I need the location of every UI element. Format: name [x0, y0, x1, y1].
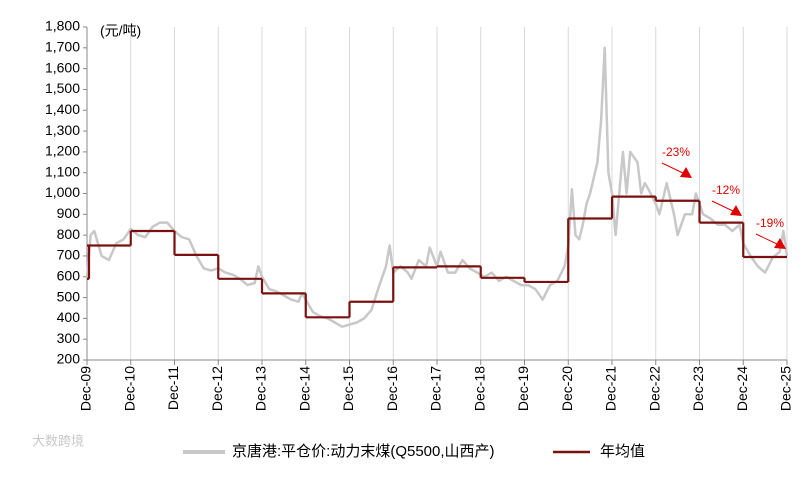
annotation-arrow: [755, 233, 780, 246]
x-tick-label: Dec-16: [384, 366, 400, 411]
x-tick-label: Dec-15: [340, 366, 356, 411]
y-tick-label: 1,500: [45, 80, 80, 96]
y-tick-label: 1,200: [45, 143, 80, 159]
arrow-head: [774, 238, 786, 249]
x-tick-label: Dec-18: [471, 366, 487, 411]
arrow-head: [730, 205, 742, 216]
annotation-arrow: [711, 200, 736, 213]
y-tick-label: 1,800: [45, 18, 80, 34]
x-tick-label: Dec-20: [559, 366, 575, 411]
y-tick-label: 700: [57, 247, 81, 263]
x-tick-label: Dec-09: [78, 366, 94, 411]
y-tick-label: 1,300: [45, 122, 80, 138]
watermark: 大数跨境: [32, 433, 84, 448]
x-tick-label: Dec-23: [690, 366, 706, 411]
annotation: -19%: [756, 216, 784, 230]
y-tick-label: 400: [57, 309, 81, 325]
y-tick-label: 800: [57, 226, 81, 242]
unit-label: (元/吨): [100, 23, 141, 39]
legend-label: 年均值: [600, 443, 645, 460]
annotation: -23%: [662, 145, 690, 159]
annotation: -12%: [712, 183, 740, 197]
y-tick-label: 1,600: [45, 59, 80, 75]
y-tick-label: 1,700: [45, 39, 80, 55]
x-tick-label: Dec-13: [253, 366, 269, 411]
x-tick-label: Dec-24: [734, 366, 750, 411]
x-tick-label: Dec-10: [121, 366, 137, 411]
x-tick-label: Dec-14: [296, 366, 312, 411]
y-tick-label: 900: [57, 205, 81, 221]
x-tick-label: Dec-25: [778, 366, 794, 411]
x-tick-label: Dec-22: [646, 366, 662, 411]
y-tick-label: 1,400: [45, 101, 80, 117]
arrow-head: [680, 167, 692, 178]
y-tick-label: 200: [57, 351, 81, 367]
y-tick-label: 300: [57, 330, 81, 346]
x-tick-label: Dec-11: [165, 366, 181, 410]
x-tick-label: Dec-21: [603, 366, 619, 411]
annotation-arrow: [661, 162, 686, 175]
y-tick-label: 1,100: [45, 163, 80, 179]
x-tick-label: Dec-19: [515, 366, 531, 411]
y-tick-label: 1,000: [45, 184, 80, 200]
legend-label: 京唐港:平仓价:动力末煤(Q5500,山西产): [232, 443, 495, 460]
y-tick-label: 600: [57, 267, 81, 283]
x-tick-label: Dec-12: [209, 366, 225, 411]
y-tick-label: 500: [57, 288, 81, 304]
x-tick-label: Dec-17: [428, 366, 444, 411]
